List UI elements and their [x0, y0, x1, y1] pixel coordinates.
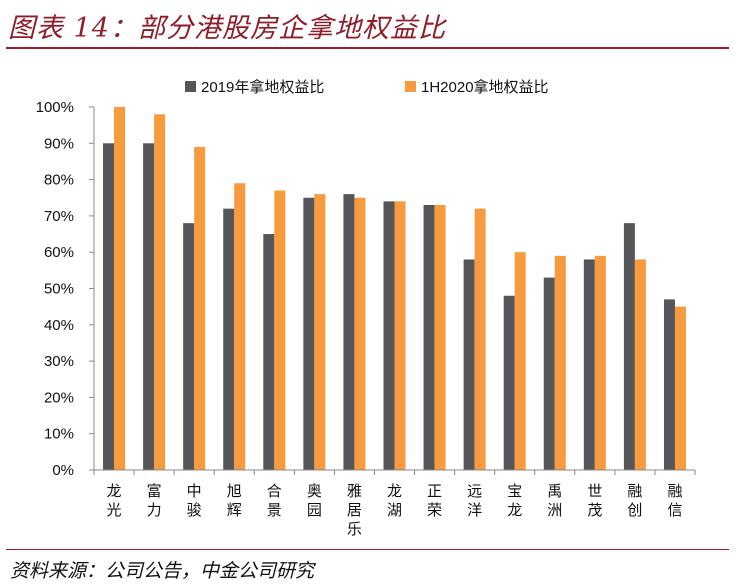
category-label: 旭辉: [227, 482, 242, 519]
legend: 2019年拿地权益比 1H2020拿地权益比: [185, 78, 549, 96]
category-label: 融创: [627, 482, 642, 519]
bar-series1: [343, 194, 355, 470]
bar-series1: [143, 143, 155, 471]
legend-label: 1H2020拿地权益比: [421, 78, 549, 96]
bar-series1: [263, 234, 275, 470]
bar-series2: [554, 255, 566, 470]
y-tick-label: 70%: [44, 208, 74, 225]
bar-series2: [594, 255, 606, 470]
category-label: 正荣: [427, 482, 442, 519]
y-axis: 0% 10% 20% 30% 40% 50% 60% 70% 80% 90% 100%: [36, 99, 95, 479]
y-tick-label: 30%: [44, 353, 74, 370]
bar-series2: [154, 114, 166, 470]
y-tick-label: 10%: [44, 426, 74, 443]
category-label: 雅居乐: [347, 482, 362, 538]
bar-series2: [354, 197, 366, 470]
bars: [103, 107, 686, 471]
bar-series1: [583, 259, 595, 470]
bar-series1: [623, 223, 635, 470]
category-label: 合景: [267, 482, 282, 519]
bar-series1: [303, 197, 315, 470]
bar-series2: [234, 183, 246, 471]
y-tick-label: 90%: [44, 135, 74, 152]
bar-series2: [634, 259, 646, 470]
bar-series2: [514, 252, 526, 470]
bar-series2: [674, 306, 686, 470]
bar-series1: [183, 223, 195, 470]
bar-series2: [434, 205, 446, 470]
category-label: 禹洲: [547, 482, 562, 519]
bar-series1: [503, 295, 515, 470]
legend-label: 2019年拿地权益比: [201, 78, 324, 96]
bar-series1: [383, 201, 395, 470]
category-label: 宝龙: [507, 482, 522, 519]
bar-series1: [103, 143, 115, 471]
bar-series1: [543, 277, 555, 470]
bar-series1: [663, 299, 675, 470]
legend-swatch: [405, 81, 416, 92]
bar-series2: [474, 208, 486, 470]
bar-series2: [194, 146, 206, 470]
category-label: 远洋: [467, 482, 482, 519]
source-note: 资料来源：公司公告，中金公司研究: [10, 560, 315, 582]
category-label: 世茂: [587, 482, 602, 519]
bar-series2: [274, 190, 286, 471]
bar-series2: [314, 194, 326, 470]
y-tick-label: 80%: [44, 172, 74, 189]
bar-series2: [394, 201, 406, 470]
category-label: 龙光: [107, 482, 122, 519]
bar-series1: [423, 205, 435, 470]
category-label: 富力: [147, 482, 162, 519]
y-tick-label: 50%: [44, 281, 74, 298]
bar-series1: [463, 259, 475, 470]
y-tick-label: 0%: [52, 462, 74, 479]
title-rule: [6, 47, 729, 49]
y-tick-label: 20%: [44, 389, 74, 406]
bar-series2: [114, 107, 126, 470]
bar-series1: [223, 208, 235, 470]
legend-swatch: [185, 81, 196, 92]
y-tick-label: 60%: [44, 244, 74, 261]
y-tick-label: 40%: [44, 317, 74, 334]
category-label: 融信: [667, 482, 682, 519]
source-rule: [6, 549, 729, 550]
chart-title: 图表 14：部分港股房企拿地权益比: [8, 13, 446, 44]
y-tick-label: 100%: [36, 99, 74, 116]
category-label: 龙湖: [387, 482, 402, 519]
bar-chart: 2019年拿地权益比 1H2020拿地权益比 0% 10% 20% 30% 40% 50% 6…: [36, 78, 696, 538]
category-label: 中骏: [187, 482, 202, 519]
category-label: 奥园: [307, 482, 322, 519]
